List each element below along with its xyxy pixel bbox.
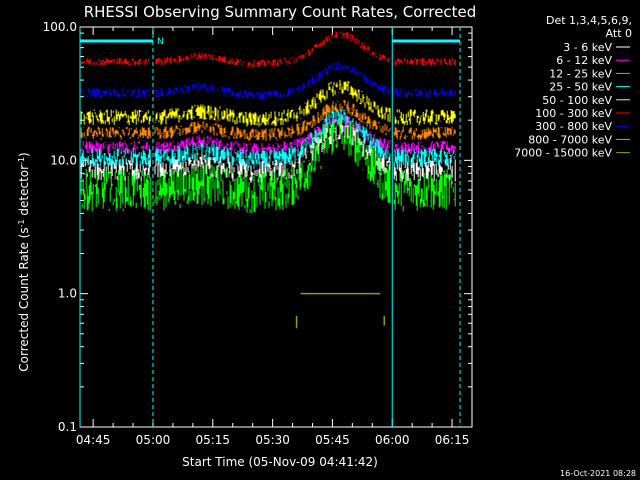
x-tick-label: 04:45 [76, 433, 111, 447]
y-axis-label: Corrected Count Rate (s-1 detector-1) [17, 152, 32, 371]
axes: 0.1 1.0 10.0 100.0 04:45 05:00 05:15 05:30 05:45… [43, 20, 473, 447]
ylabel-sup2: -1 [17, 157, 26, 165]
y-tick-label: 100.0 [43, 20, 77, 34]
series-line-1 [80, 114, 456, 156]
legend-header-line1: Det 1,3,4,5,6,9, [546, 14, 632, 27]
x-tick-label: 05:15 [195, 433, 230, 447]
ylabel-main: Corrected Count Rate (s [17, 227, 31, 371]
legend-header-line2: Att 0 [606, 27, 632, 40]
ylabel-mid: detector [17, 165, 31, 220]
x-axis-label: Start Time (05-Nov-09 04:41:42) [182, 455, 378, 469]
legend-label: 6 - 12 keV [556, 54, 612, 67]
series-layer [80, 31, 456, 329]
y-tick-label: 1.0 [58, 287, 77, 301]
x-tick-label: 05:45 [315, 433, 350, 447]
series-line-3 [80, 107, 456, 169]
ylabel-end: ) [17, 152, 31, 157]
legend-label: 300 - 800 keV [535, 120, 612, 133]
y-tick-label: 0.1 [58, 420, 77, 434]
footer-timestamp: 16-Oct-2021 08:28 [560, 469, 636, 478]
series-line-5 [80, 31, 456, 68]
legend-label: 7000 - 15000 keV [514, 147, 612, 160]
legend-label: 800 - 7000 keV [528, 133, 612, 146]
legend-label: 12 - 25 keV [549, 67, 612, 80]
legend-label: 50 - 100 keV [542, 94, 612, 107]
series-line-8 [295, 292, 386, 329]
markers-layer: N [79, 27, 461, 427]
ylabel-sup1: -1 [17, 219, 26, 227]
x-tick-label: 05:30 [255, 433, 290, 447]
series-line-6 [80, 61, 456, 100]
flag-label: N [157, 37, 164, 47]
x-tick-label: 06:00 [375, 433, 410, 447]
series-line-4 [80, 79, 456, 127]
series-line-2 [80, 115, 456, 214]
legend-label: 3 - 6 keV [563, 41, 612, 54]
x-tick-label: 06:15 [435, 433, 470, 447]
series-line-7 [80, 100, 456, 142]
y-tick-label: 10.0 [50, 153, 77, 167]
legend-label: 25 - 50 keV [549, 81, 612, 94]
legend-label: 100 - 300 keV [535, 107, 612, 120]
x-tick-label: 05:00 [136, 433, 171, 447]
chart-title: RHESSI Observing Summary Count Rates, Co… [84, 3, 477, 21]
